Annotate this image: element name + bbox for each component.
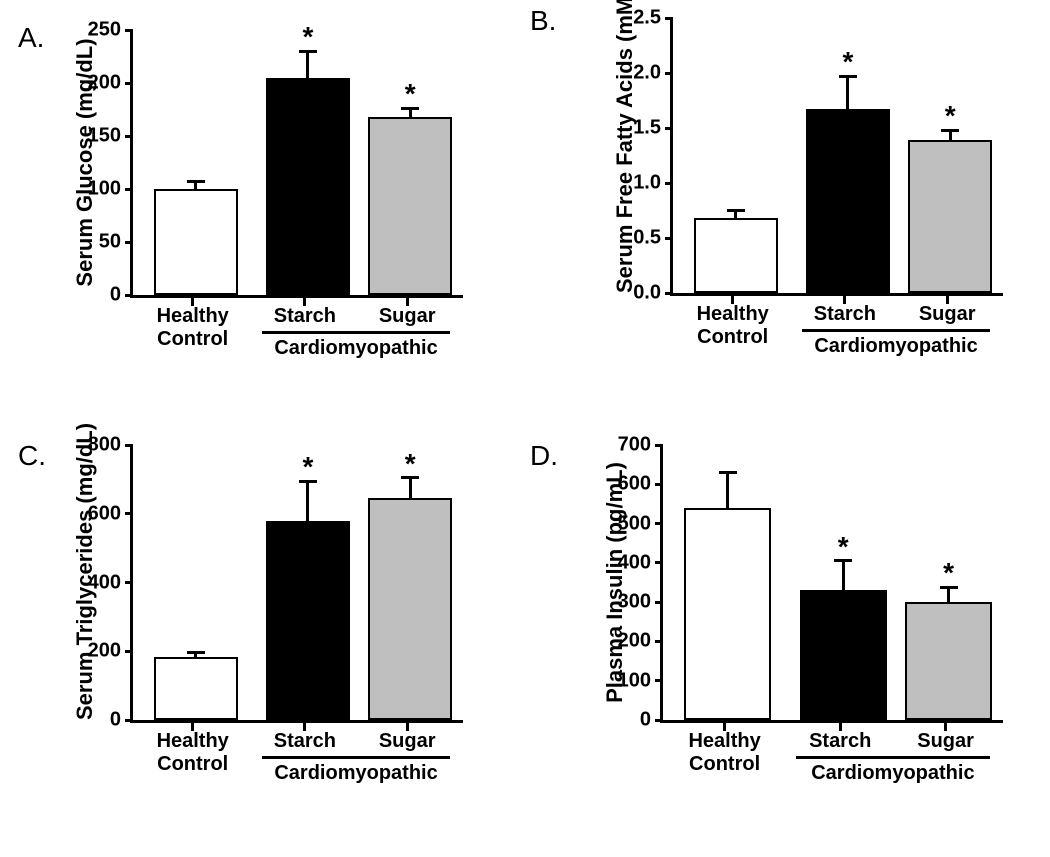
group-label: Cardiomyopathic (802, 335, 990, 358)
panel-label-a: A. (18, 22, 44, 54)
ytick-label: 2.5 (633, 7, 673, 30)
xlabel-sugar: Sugar (362, 305, 452, 328)
plot-area-a: 050100150200250** (130, 30, 463, 298)
xlabel-control: HealthyControl (670, 730, 780, 776)
xlabel-control-line2: Control (678, 326, 788, 349)
significance-marker: * (302, 451, 313, 483)
significance-marker: * (838, 531, 849, 563)
bar-sugar (368, 117, 452, 295)
bar-control (154, 189, 238, 295)
bar-control (684, 508, 771, 720)
ytick-label: 1.0 (633, 172, 673, 195)
error-cap (187, 651, 205, 654)
ytick-label: 0 (640, 709, 663, 732)
group-bracket (802, 329, 990, 332)
significance-marker: * (405, 78, 416, 110)
bar-control (154, 657, 238, 720)
bar-sugar (905, 602, 992, 720)
group-label: Cardiomyopathic (262, 337, 450, 360)
ytick-label: 0 (110, 284, 133, 307)
xlabel-sugar: Sugar (902, 303, 992, 326)
xlabel-control-line2: Control (138, 328, 248, 351)
bar-sugar (368, 498, 452, 720)
xlabel-control: HealthyControl (678, 303, 788, 349)
error-bar (409, 478, 412, 499)
bar-sugar (908, 140, 992, 293)
xlabel-control-line2: Control (138, 753, 248, 776)
xlabel-sugar: Sugar (362, 730, 452, 753)
panel-label-c: C. (18, 440, 46, 472)
significance-marker: * (943, 557, 954, 589)
xlabel-control: HealthyControl (138, 730, 248, 776)
xlabel-sugar: Sugar (901, 730, 991, 753)
error-bar (947, 587, 950, 602)
ytick-label: 0.5 (633, 227, 673, 250)
plot-area-c: 0200400600800** (130, 445, 463, 723)
panel-label-b: B. (530, 5, 556, 37)
xlabel-control-line1: Healthy (138, 305, 248, 328)
plot-area-d: 0100200300400500600700** (660, 445, 1003, 723)
bar-control (694, 218, 778, 293)
panel-label-d: D. (530, 440, 558, 472)
bar-starch (266, 78, 350, 295)
bar-starch (800, 590, 887, 720)
error-cap (719, 471, 737, 474)
group-label: Cardiomyopathic (262, 762, 450, 785)
xlabel-control-line2: Control (670, 753, 780, 776)
xlabel-control: HealthyControl (138, 305, 248, 351)
ytick-label: 1.5 (633, 117, 673, 140)
xlabel-starch: Starch (260, 730, 350, 753)
xlabel-control-line1: Healthy (670, 730, 780, 753)
plot-area-b: 0.00.51.01.52.02.5** (670, 18, 1003, 296)
significance-marker: * (302, 21, 313, 53)
ytick-label: 0.0 (633, 282, 673, 305)
xlabel-control-line1: Healthy (138, 730, 248, 753)
group-bracket (262, 756, 450, 759)
error-bar (842, 561, 845, 590)
ytick-label: 2.0 (633, 62, 673, 85)
xlabel-control-line1: Healthy (678, 303, 788, 326)
group-bracket (262, 331, 450, 334)
error-bar (726, 473, 729, 508)
xlabel-starch: Starch (795, 730, 885, 753)
ylabel-d: Plasma Insulin (pg/mL) (602, 445, 628, 720)
group-label: Cardiomyopathic (796, 762, 990, 785)
error-cap (727, 209, 745, 212)
ylabel-b: Serum Free Fatty Acids (mM) (612, 18, 638, 293)
bar-starch (806, 109, 890, 293)
error-bar (306, 51, 309, 78)
ytick-label: 50 (99, 231, 133, 254)
xlabel-starch: Starch (800, 303, 890, 326)
ylabel-a: Serum Glucose (mg/dL) (72, 30, 98, 295)
ytick-label: 0 (110, 709, 133, 732)
significance-marker: * (945, 100, 956, 132)
group-bracket (796, 756, 990, 759)
bar-starch (266, 521, 350, 720)
error-bar (306, 481, 309, 521)
error-cap (187, 180, 205, 183)
xlabel-starch: Starch (260, 305, 350, 328)
error-bar (846, 76, 849, 109)
significance-marker: * (405, 448, 416, 480)
significance-marker: * (842, 46, 853, 78)
ylabel-c: Serum Triglycerides (mg/dL) (72, 445, 98, 720)
figure: A. 050100150200250** Serum Glucose (mg/dL)… (0, 0, 1050, 857)
